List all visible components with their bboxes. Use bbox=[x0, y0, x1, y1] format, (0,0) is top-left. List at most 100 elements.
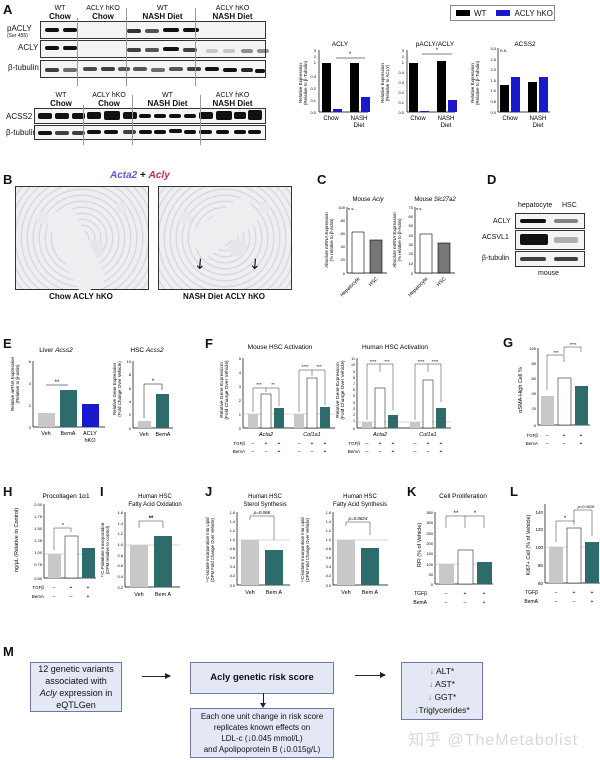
blot-d-acsvl1 bbox=[515, 230, 585, 250]
svg-text:70: 70 bbox=[409, 205, 414, 210]
watermark: 知乎 @TheMetabolist bbox=[408, 732, 579, 749]
svg-text:–: – bbox=[252, 441, 255, 447]
svg-text:10: 10 bbox=[409, 261, 414, 266]
svg-text:(Relative to ACLY): (Relative to ACLY) bbox=[385, 64, 390, 101]
blot2-row-label-acss2: ACSS2 bbox=[6, 112, 33, 121]
svg-text:–: – bbox=[546, 441, 549, 447]
svg-text:1: 1 bbox=[353, 419, 355, 423]
blot1-group-4: ACLY hKO NASH Diet bbox=[212, 5, 253, 21]
svg-text:Veh: Veh bbox=[134, 592, 143, 598]
svg-text:0.0: 0.0 bbox=[310, 110, 316, 115]
svg-text:Relative Expression: Relative Expression bbox=[470, 63, 475, 103]
panel-label-l: L bbox=[510, 484, 518, 499]
svg-text:0.1: 0.1 bbox=[310, 98, 316, 103]
svg-text:0.2: 0.2 bbox=[230, 574, 235, 578]
svg-text:**: ** bbox=[454, 511, 459, 517]
svg-text:BemA: BemA bbox=[524, 599, 538, 605]
box-risk-score: Acly genetic risk score bbox=[190, 662, 334, 694]
svg-text:1.2: 1.2 bbox=[230, 529, 235, 533]
arrow-icon: ↙ bbox=[244, 253, 265, 274]
panel-b-title: Acta2 + Acly bbox=[110, 170, 170, 181]
svg-text:4: 4 bbox=[353, 401, 355, 405]
svg-text:2.5: 2.5 bbox=[490, 57, 496, 62]
svg-text:–: – bbox=[464, 600, 467, 606]
svg-text:Mouse HSC Activation: Mouse HSC Activation bbox=[248, 344, 313, 351]
blot1-row-label-tubulin: β-tubulin bbox=[8, 63, 39, 72]
svg-text:1.00: 1.00 bbox=[34, 550, 43, 555]
svg-text:HSC Acss2: HSC Acss2 bbox=[130, 347, 164, 354]
svg-text:0.6: 0.6 bbox=[230, 556, 235, 560]
svg-text:Chow: Chow bbox=[410, 116, 426, 122]
svg-text:10: 10 bbox=[351, 363, 355, 367]
panel-label-m: M bbox=[3, 644, 14, 659]
svg-text:Hepatocyte: Hepatocyte bbox=[407, 276, 429, 298]
blot2-row-label-tubulin: β-tubulin bbox=[6, 128, 37, 137]
svg-text:2: 2 bbox=[239, 398, 242, 403]
legend-swatch-hko bbox=[496, 10, 511, 16]
svg-text:1.4: 1.4 bbox=[230, 520, 235, 524]
svg-text:BemA: BemA bbox=[348, 449, 360, 454]
svg-text:80: 80 bbox=[532, 361, 537, 366]
svg-text:–: – bbox=[366, 441, 369, 447]
svg-text:1.4: 1.4 bbox=[326, 520, 331, 524]
svg-text:(Fold Change Over Vehicle): (Fold Change Over Vehicle) bbox=[224, 360, 230, 420]
svg-text:Human HSC: Human HSC bbox=[343, 494, 377, 500]
row-acly: ACLY bbox=[493, 218, 511, 225]
svg-text:Acta2: Acta2 bbox=[372, 432, 387, 438]
svg-text:Fatty Acid Synthesis: Fatty Acid Synthesis bbox=[333, 502, 387, 508]
svg-text:TGFβ: TGFβ bbox=[525, 590, 538, 596]
svg-text:–: – bbox=[427, 449, 430, 455]
svg-text:5: 5 bbox=[239, 356, 242, 361]
svg-text:0: 0 bbox=[129, 426, 132, 431]
svg-text:****: **** bbox=[301, 364, 308, 369]
svg-text:Mouse Slc27a2: Mouse Slc27a2 bbox=[414, 197, 456, 203]
svg-text:–: – bbox=[70, 594, 73, 600]
row-tubulin: β-tubulin bbox=[482, 255, 509, 262]
svg-text:100: 100 bbox=[338, 205, 345, 210]
svg-text:8: 8 bbox=[353, 376, 355, 380]
svg-text:Veh: Veh bbox=[341, 590, 350, 596]
svg-text:0.0: 0.0 bbox=[326, 584, 331, 588]
svg-text:+: + bbox=[440, 441, 443, 447]
svg-text:11: 11 bbox=[351, 357, 355, 361]
svg-text:ACLY: ACLY bbox=[332, 41, 349, 48]
svg-text:0.0: 0.0 bbox=[490, 110, 496, 115]
svg-text:BemA: BemA bbox=[32, 594, 44, 599]
panel-label-h: H bbox=[3, 484, 13, 499]
svg-text:BemA: BemA bbox=[526, 441, 538, 446]
svg-text:300: 300 bbox=[426, 520, 433, 525]
svg-text:4: 4 bbox=[129, 399, 132, 404]
svg-text:30: 30 bbox=[409, 242, 414, 247]
box-effects: Each one unit change in risk score repli… bbox=[190, 708, 334, 758]
svg-text:4: 4 bbox=[29, 381, 32, 386]
svg-text:1.0: 1.0 bbox=[230, 538, 235, 542]
svg-text:0.8: 0.8 bbox=[230, 547, 235, 551]
svg-text:BemA: BemA bbox=[233, 449, 245, 454]
svg-text:+: + bbox=[563, 433, 566, 439]
svg-text:2.00: 2.00 bbox=[34, 502, 43, 507]
svg-text:Hepatocyte: Hepatocyte bbox=[339, 276, 361, 298]
svg-text:0.6: 0.6 bbox=[117, 563, 123, 568]
svg-text:0.0: 0.0 bbox=[398, 110, 404, 115]
svg-text:¹⁴C-lactate Incorporation into: ¹⁴C-lactate Incorporation into Lipid bbox=[205, 517, 210, 583]
blot-pacly bbox=[40, 21, 266, 39]
svg-text:+: + bbox=[70, 585, 73, 591]
svg-text:NASH: NASH bbox=[438, 116, 455, 122]
svg-text:TGFβ: TGFβ bbox=[348, 441, 360, 446]
svg-text:3: 3 bbox=[353, 407, 355, 411]
svg-text:3: 3 bbox=[239, 384, 242, 389]
panel-label-g: G bbox=[503, 335, 514, 350]
arrow-down-icon bbox=[263, 693, 264, 705]
svg-text:BemA: BemA bbox=[156, 432, 171, 438]
svg-text:Procollagen 1α1: Procollagen 1α1 bbox=[42, 493, 90, 500]
svg-text:+: + bbox=[464, 591, 467, 597]
histology-image-nash: ↙ ↙ bbox=[158, 186, 292, 290]
svg-text:***: *** bbox=[553, 350, 559, 355]
svg-text:n.s.: n.s. bbox=[416, 206, 422, 211]
blot1-group-3: WT NASH Diet bbox=[142, 5, 183, 21]
svg-text:BemA: BemA bbox=[61, 431, 76, 437]
svg-text:TGFβ: TGFβ bbox=[414, 591, 427, 597]
svg-text:Absolute mRNA Expression: Absolute mRNA Expression bbox=[324, 212, 329, 268]
panel-label-b: B bbox=[3, 172, 13, 187]
svg-text:1.6: 1.6 bbox=[117, 510, 123, 515]
